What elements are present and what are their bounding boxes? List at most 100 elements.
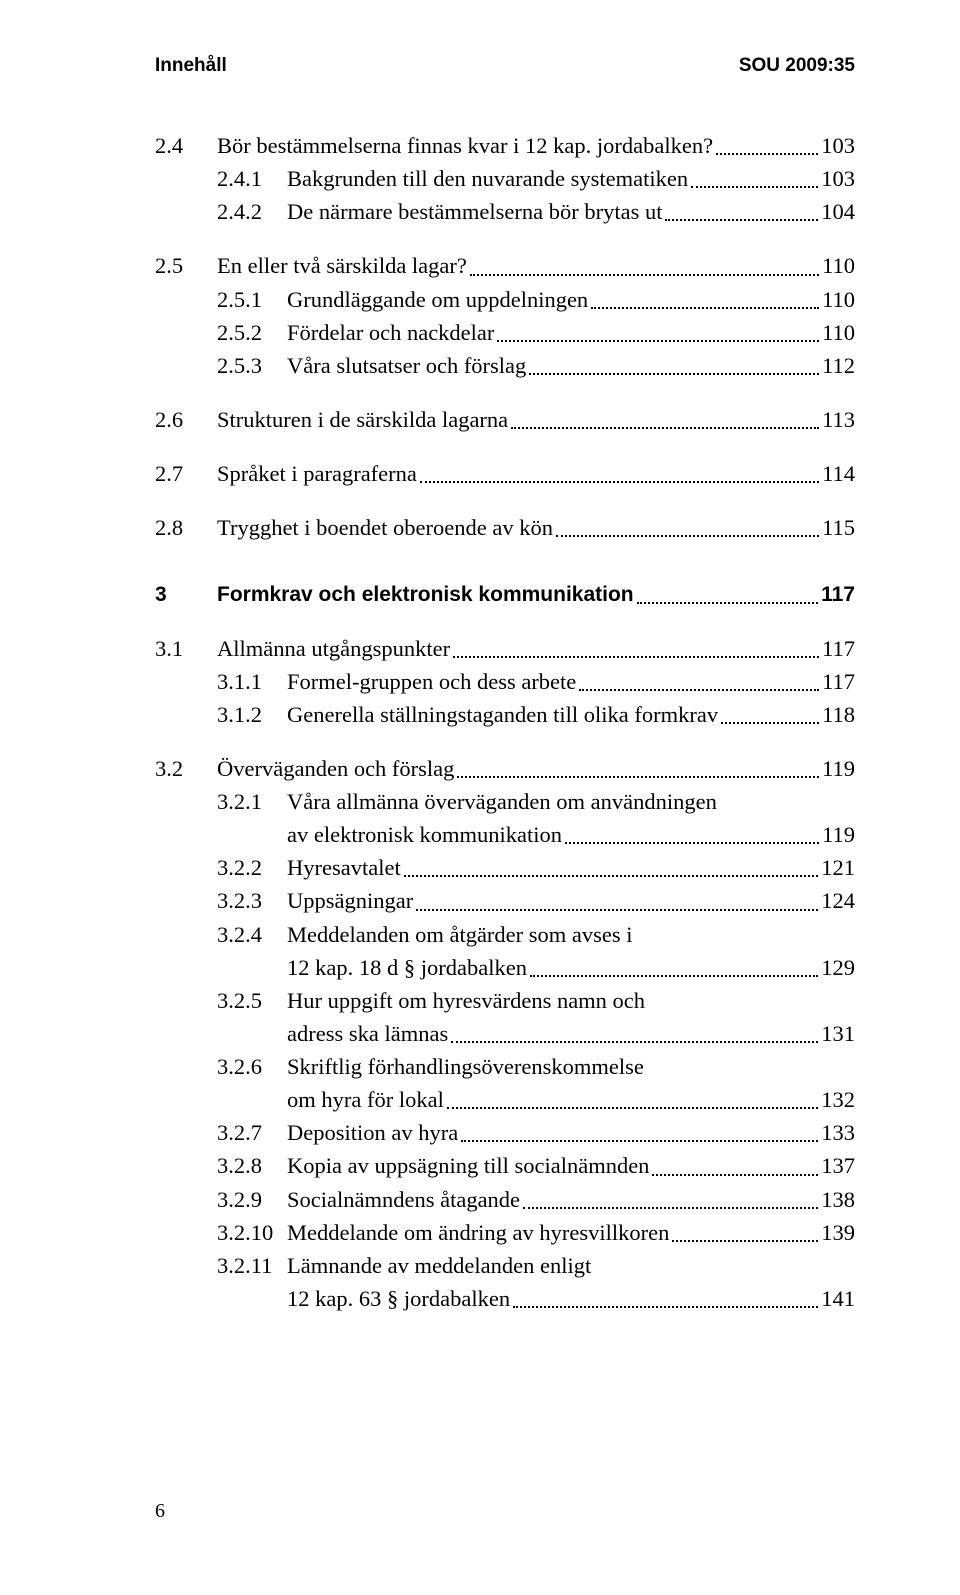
toc-entry-page: 104 — [821, 198, 855, 226]
toc-entry-number: 3.2.6 — [217, 1053, 287, 1081]
toc-entry-text: 12 kap. 18 d § jordabalken — [287, 954, 527, 982]
toc-entry-text: Bakgrunden till den nuvarande systematik… — [287, 165, 688, 193]
toc-entry-number: 3.2.3 — [217, 887, 287, 915]
toc-entry-page: 115 — [822, 514, 855, 542]
toc-entry-text: En eller två särskilda lagar? — [217, 252, 467, 280]
toc-entry-number: 2.4 — [155, 132, 217, 160]
toc-leader-dots — [591, 307, 819, 309]
document-page: Innehåll SOU 2009:35 2.4Bör bestämmelser… — [0, 0, 960, 1595]
toc-entry-number: 2.5.3 — [217, 352, 287, 380]
toc-entry-text: Strukturen i de särskilda lagarna — [217, 406, 508, 434]
toc-entry: 2.7Språket i paragraferna114 — [155, 460, 855, 488]
toc-entry-page: 112 — [822, 352, 855, 380]
toc-entry-number: 2.4.1 — [217, 165, 287, 193]
toc-entry-text: Deposition av hyra — [287, 1119, 458, 1147]
toc-entry: 3.2Överväganden och förslag 119 — [155, 755, 855, 783]
toc-entry: 12 kap. 18 d § jordabalken 129 — [155, 954, 855, 982]
toc-entry: 3.1.1Formel-gruppen och dess arbete117 — [155, 668, 855, 696]
toc-entry-text: Uppsägningar — [287, 887, 413, 915]
toc-entry-text: Meddelanden om åtgärder som avses i — [287, 921, 633, 949]
toc-spacer — [155, 439, 855, 455]
toc-entry-page: 110 — [822, 286, 855, 314]
toc-entry-text: Fördelar och nackdelar — [287, 319, 494, 347]
toc-entry-number: 2.4.2 — [217, 198, 287, 226]
toc-entry-text: Hur uppgift om hyresvärdens namn och — [287, 987, 645, 1015]
toc-entry-text: Socialnämndens åtagande — [287, 1186, 520, 1214]
toc-leader-dots — [513, 1306, 818, 1308]
toc-entry-text: Skriftlig förhandlingsöverenskommelse — [287, 1053, 644, 1081]
toc-entry-page: 117 — [822, 668, 855, 696]
toc-leader-dots — [416, 909, 818, 911]
toc-leader-dots — [453, 656, 819, 658]
toc-entry-number: 2.5 — [155, 252, 217, 280]
toc-leader-dots — [672, 1240, 818, 1242]
toc-entry: 3.2.5Hur uppgift om hyresvärdens namn oc… — [155, 987, 855, 1015]
toc-leader-dots — [404, 875, 819, 877]
toc-entry-number: 3.2.2 — [217, 854, 287, 882]
toc-entry-text: Våra slutsatser och förslag — [287, 352, 526, 380]
toc-entry-number: 3.2.11 — [217, 1252, 287, 1280]
toc-entry-page: 133 — [821, 1119, 855, 1147]
toc-entry: 2.5En eller två särskilda lagar? 110 — [155, 252, 855, 280]
toc-entry: 3.2.10Meddelande om ändring av hyresvill… — [155, 1219, 855, 1247]
toc-entry: 2.6Strukturen i de särskilda lagarna113 — [155, 406, 855, 434]
toc-leader-dots — [652, 1174, 818, 1176]
toc-entry-text: Allmänna utgångspunkter — [217, 635, 450, 663]
toc-entry: 3.2.4Meddelanden om åtgärder som avses i — [155, 921, 855, 949]
toc-leader-dots — [637, 602, 818, 604]
toc-leader-dots — [451, 1041, 818, 1043]
toc-leader-dots — [447, 1107, 818, 1109]
toc-entry-page: 138 — [821, 1186, 855, 1214]
toc-entry: 2.4.2De närmare bestämmelserna bör bryta… — [155, 198, 855, 226]
toc-entry-text: Överväganden och förslag — [217, 755, 454, 783]
toc-entry: adress ska lämnas131 — [155, 1020, 855, 1048]
page-number: 6 — [155, 1500, 165, 1523]
toc-entry: 2.8Trygghet i boendet oberoende av kön11… — [155, 514, 855, 542]
toc-entry-text: Språket i paragraferna — [217, 460, 417, 488]
toc-entry-number: 3.2.7 — [217, 1119, 287, 1147]
toc-entry-text: adress ska lämnas — [287, 1020, 448, 1048]
toc-leader-dots — [721, 722, 819, 724]
toc-entry: 2.5.2Fördelar och nackdelar110 — [155, 319, 855, 347]
toc-spacer — [155, 734, 855, 750]
toc-entry: 2.4Bör bestämmelserna finnas kvar i 12 k… — [155, 132, 855, 160]
toc-entry-text: 12 kap. 63 § jordabalken — [287, 1285, 510, 1313]
toc-entry: 2.5.1Grundläggande om uppdelningen110 — [155, 286, 855, 314]
toc-leader-dots — [523, 1207, 818, 1209]
toc-entry-text: Grundläggande om uppdelningen — [287, 286, 588, 314]
toc-entry: 3.1Allmänna utgångspunkter117 — [155, 635, 855, 663]
toc-entry-page: 110 — [822, 252, 855, 280]
toc-leader-dots — [716, 153, 818, 155]
toc-spacer — [155, 493, 855, 509]
toc-entry: 3.1.2Generella ställningstaganden till o… — [155, 701, 855, 729]
toc-spacer — [155, 231, 855, 247]
toc-leader-dots — [470, 274, 819, 276]
toc-leader-dots — [556, 535, 819, 537]
toc-entry-page: 113 — [822, 406, 855, 434]
toc-entry: 3.2.11Lämnande av meddelanden enligt — [155, 1252, 855, 1280]
toc-entry-text: om hyra för lokal — [287, 1086, 444, 1114]
toc-leader-dots — [579, 689, 819, 691]
toc-entry-text: Kopia av uppsägning till socialnämnden — [287, 1152, 649, 1180]
page-header: Innehåll SOU 2009:35 — [155, 55, 855, 77]
toc-entry-number: 3.2.8 — [217, 1152, 287, 1180]
toc-leader-dots — [461, 1140, 818, 1142]
toc-entry-number: 3.2.4 — [217, 921, 287, 949]
toc-leader-dots — [691, 186, 818, 188]
toc-entry-page: 119 — [822, 755, 855, 783]
toc-entry-number: 3.2 — [155, 755, 217, 783]
toc-entry-page: 139 — [821, 1219, 855, 1247]
toc-entry: 3.2.9Socialnämndens åtagande138 — [155, 1186, 855, 1214]
toc-entry-page: 117 — [821, 582, 855, 608]
toc-entry-number: 3.1.2 — [217, 701, 287, 729]
toc-entry-page: 141 — [821, 1285, 855, 1313]
header-right: SOU 2009:35 — [739, 55, 855, 77]
toc-entry-page: 129 — [821, 954, 855, 982]
toc-leader-dots — [565, 842, 819, 844]
toc-leader-dots — [511, 427, 819, 429]
toc-entry-number: 2.8 — [155, 514, 217, 542]
toc-entry-text: Meddelande om ändring av hyresvillkoren — [287, 1219, 669, 1247]
toc-entry-text: Våra allmänna överväganden om användning… — [287, 788, 717, 816]
toc-spacer — [155, 614, 855, 630]
toc-entry-page: 103 — [821, 165, 855, 193]
